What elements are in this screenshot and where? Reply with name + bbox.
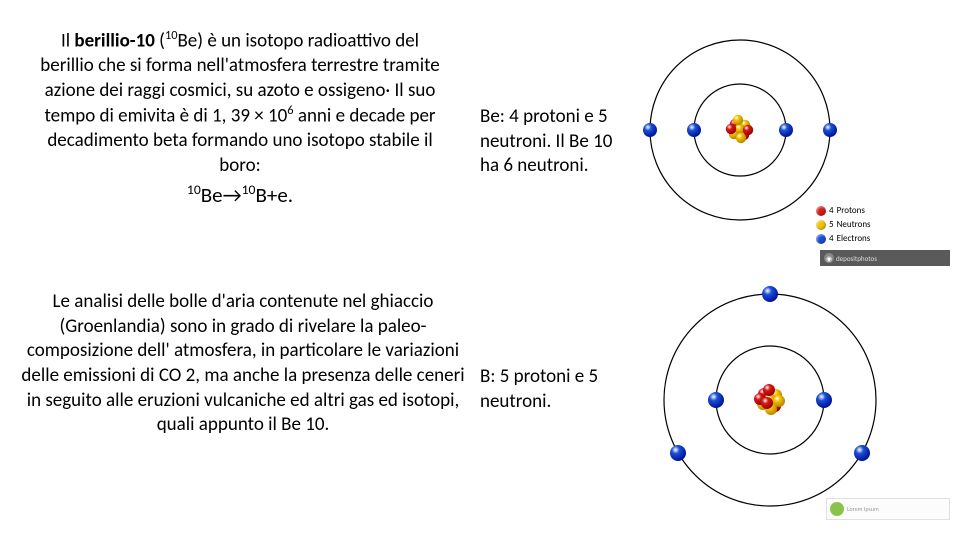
p1-post-bold: ( [155, 29, 165, 52]
legend-neutrons: 5 Neutrons [816, 219, 871, 230]
leaf-icon [830, 502, 844, 516]
decay-mid-b: B+e. [255, 182, 293, 208]
decay-sup-b: 10 [242, 181, 256, 198]
watermark2-text: Lorem Ipsum [847, 505, 879, 513]
paragraph-1-block: Il berillio-10 (10Be) è un isotopo radio… [40, 28, 440, 208]
paragraph-2-block: Le analisi delle bolle d'aria contenute … [18, 290, 468, 438]
legend-protons-count: 4 [829, 205, 834, 216]
proton-dot-icon [816, 206, 826, 216]
legend-protons: 4 Protons [816, 205, 871, 216]
camera-icon: ◉ [824, 253, 834, 263]
legend-electrons: 4 Electrons [816, 233, 871, 244]
caption-beryllium: Be: 4 protoni e 5 neutroni. Il Be 10 ha … [480, 105, 625, 179]
boron-atom-diagram [652, 282, 888, 518]
legend-electrons-label: Electrons [837, 233, 871, 244]
caption-boron: B: 5 protoni e 5 neutroni. [480, 365, 625, 414]
legend-neutrons-count: 5 [829, 219, 834, 230]
decay-equation: 10Be→10B+e. [40, 181, 440, 208]
paragraph-1: Il berillio-10 (10Be) è un isotopo radio… [40, 28, 440, 179]
decay-mid-a: Be→ [201, 182, 242, 208]
watermark-bottom: Lorem Ipsum [826, 498, 950, 520]
legend-neutrons-label: Neutrons [837, 219, 871, 230]
neutron-dot-icon [816, 220, 826, 230]
p1-pre: Il [61, 29, 74, 52]
paragraph-2: Le analisi delle bolle d'aria contenute … [18, 290, 468, 438]
watermark-depositphotos: ◉ depositphotos [820, 250, 950, 266]
p1-bold: berillio-10 [74, 29, 154, 52]
watermark1-text: depositphotos [836, 254, 877, 263]
legend: 4 Protons 5 Neutrons 4 Electrons [816, 205, 871, 247]
beryllium-atom-diagram [639, 29, 841, 231]
decay-sup-a: 10 [187, 181, 201, 198]
p1-sup1: 10 [165, 28, 178, 43]
legend-electrons-count: 4 [829, 233, 834, 244]
electron-dot-icon [816, 234, 826, 244]
legend-protons-label: Protons [837, 205, 865, 216]
